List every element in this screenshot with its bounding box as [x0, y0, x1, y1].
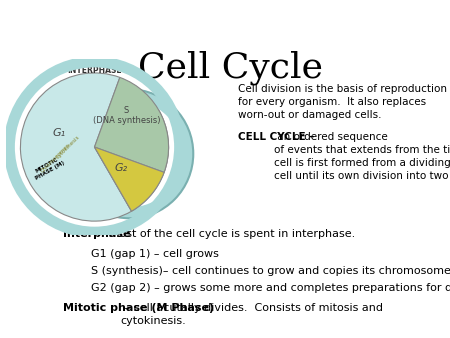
Wedge shape: [94, 77, 169, 172]
Text: S
(DNA synthesis): S (DNA synthesis): [93, 105, 160, 125]
Text: G2 (gap 2) – grows some more and completes preparations for division: G2 (gap 2) – grows some more and complet…: [91, 283, 450, 293]
Text: – most of the cell cycle is spent in interphase.: – most of the cell cycle is spent in int…: [96, 229, 356, 239]
Text: Cytokinesis: Cytokinesis: [55, 134, 81, 160]
Ellipse shape: [66, 89, 193, 218]
Text: INTERPHASE: INTERPHASE: [67, 66, 122, 75]
Text: Interphase: Interphase: [63, 229, 130, 239]
Text: Mitotic phase (M Phase): Mitotic phase (M Phase): [63, 303, 214, 313]
Text: CELL CYCLE –: CELL CYCLE –: [238, 132, 314, 142]
Wedge shape: [94, 110, 169, 211]
Wedge shape: [94, 147, 164, 211]
Ellipse shape: [76, 100, 182, 207]
Text: S (synthesis)– cell continues to grow and copies its chromosomes: S (synthesis)– cell continues to grow an…: [91, 266, 450, 276]
Wedge shape: [20, 73, 131, 221]
Text: G1 (gap 1) – cell grows: G1 (gap 1) – cell grows: [91, 249, 219, 259]
Text: Cell division is the basis of reproduction
for every organism.  It also replaces: Cell division is the basis of reproducti…: [238, 83, 446, 120]
Text: G₂: G₂: [114, 163, 127, 173]
Text: Cell Cycle: Cell Cycle: [138, 51, 323, 86]
Text: an ordered sequence
of events that extends from the time a
cell is first formed : an ordered sequence of events that exten…: [274, 132, 450, 181]
Text: Chromosomes: Chromosomes: [40, 142, 72, 173]
Text: G₁: G₁: [53, 128, 66, 138]
Text: – cell acutally divides.  Consists of mitosis and
cytokinesis.: – cell acutally divides. Consists of mit…: [121, 303, 383, 326]
Text: MITOTIC
PHASE (M): MITOTIC PHASE (M): [32, 155, 66, 181]
